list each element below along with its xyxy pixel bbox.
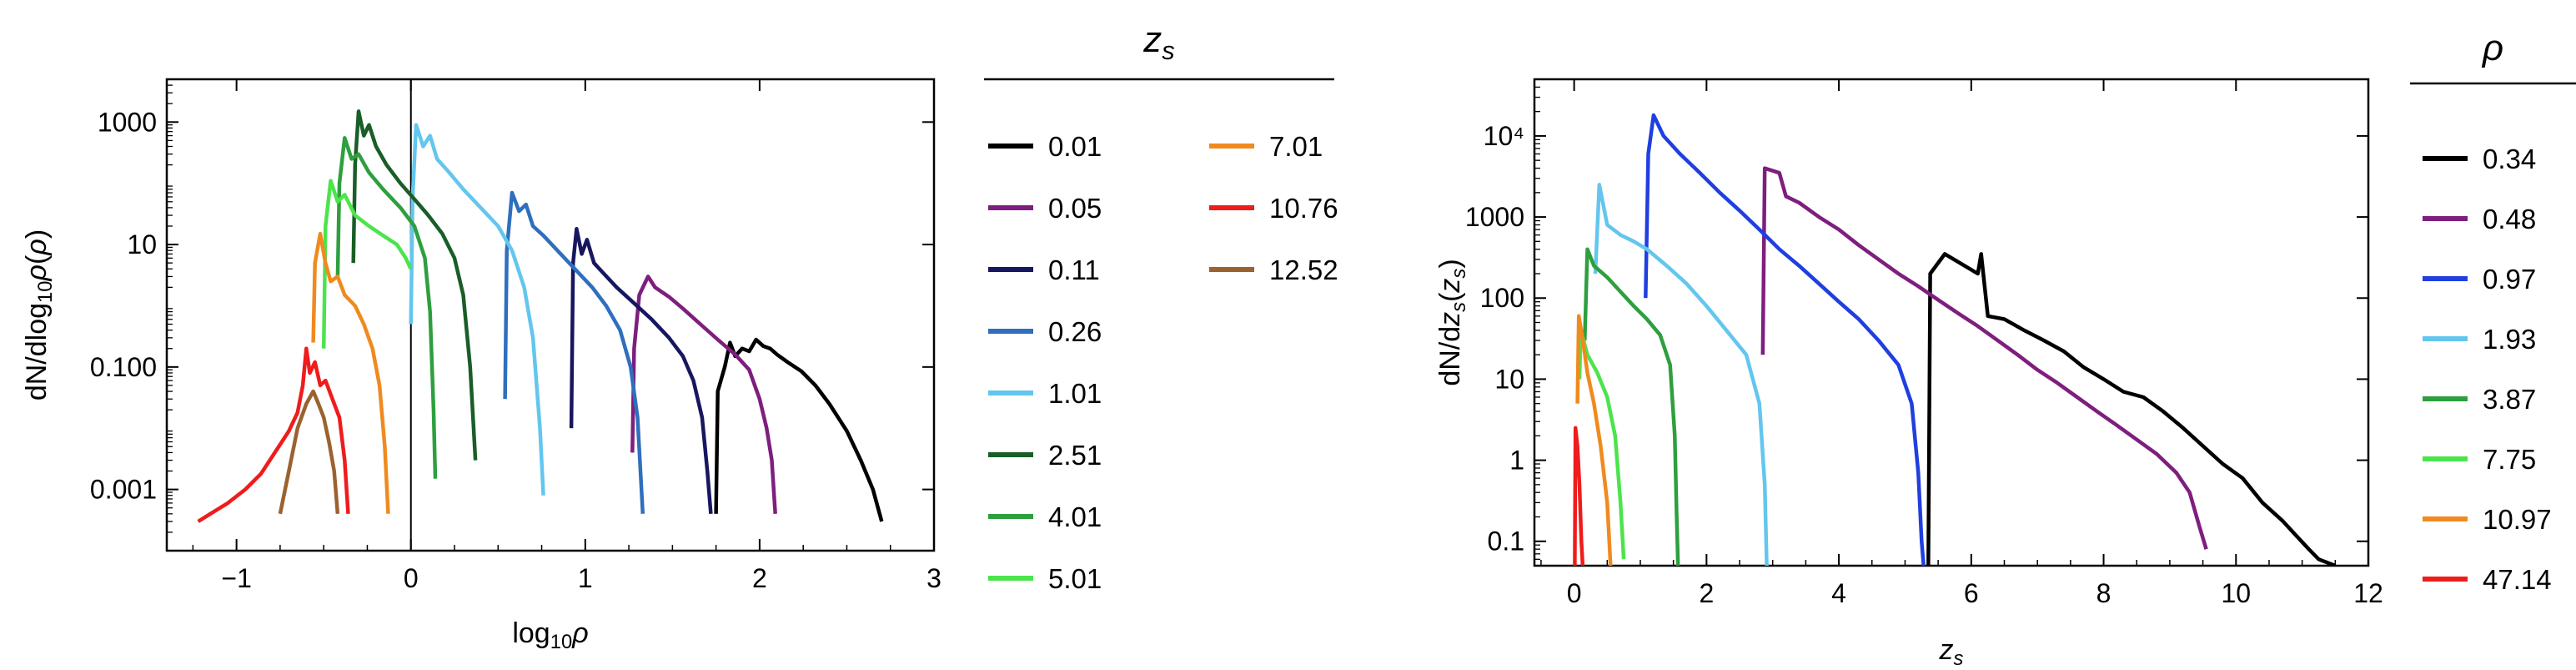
legend-item: 0.11 bbox=[988, 254, 1100, 285]
y-tick-label: 0.100 bbox=[90, 352, 157, 382]
legend-title: zs bbox=[1142, 19, 1174, 65]
x-tick-label: −1 bbox=[221, 563, 251, 593]
legend-item: 12.52 bbox=[1209, 254, 1338, 285]
series-line-12-52 bbox=[278, 389, 340, 515]
legend-item: 7.01 bbox=[1209, 131, 1323, 162]
series-line-0-01 bbox=[714, 337, 884, 522]
legend-item: 0.26 bbox=[988, 316, 1102, 347]
legend-item: 5.01 bbox=[988, 563, 1102, 594]
legend-label: 7.75 bbox=[2483, 444, 2536, 475]
legend-item: 1.01 bbox=[988, 378, 1102, 409]
legend-label: 4.01 bbox=[1048, 501, 1102, 532]
x-axis-label: log10ρ bbox=[512, 617, 588, 653]
series-line-0-05 bbox=[630, 275, 777, 514]
legend-label: 0.48 bbox=[2483, 204, 2536, 234]
series-line-0-11 bbox=[569, 227, 713, 514]
legend-title: ρ bbox=[2481, 28, 2503, 68]
y-axis-label: dN/dzs(zs) bbox=[1434, 259, 1470, 385]
legend-item: 0.34 bbox=[2423, 144, 2536, 174]
x-tick-label: 3 bbox=[926, 563, 942, 593]
legend-item: 47.14 bbox=[2423, 564, 2552, 595]
legend-label: 0.01 bbox=[1048, 131, 1102, 162]
legend-label: 0.05 bbox=[1048, 193, 1102, 224]
legend-item: 1.93 bbox=[2423, 324, 2536, 355]
legend-item: 0.97 bbox=[2423, 264, 2536, 295]
legend-label: 12.52 bbox=[1269, 254, 1338, 285]
legend-label: 2.51 bbox=[1048, 440, 1102, 471]
series-line-5-01 bbox=[321, 179, 413, 349]
left-chart-panel: −1 0 1 2 3 0.001 0.100 10 1000 log10ρ dN/dlog10ρ(ρ… bbox=[21, 19, 1338, 653]
series-line-10-76 bbox=[197, 346, 350, 523]
legend-label: 47.14 bbox=[2483, 564, 2552, 595]
y-axis-label: dN/dlog10ρ(ρ) bbox=[21, 229, 57, 400]
legend-label: 5.01 bbox=[1048, 563, 1102, 594]
legend-label: 10.97 bbox=[2483, 504, 2552, 535]
series-line-0-48 bbox=[1760, 166, 2208, 550]
legend-label: 0.11 bbox=[1048, 254, 1100, 285]
legend-label: 1.93 bbox=[2483, 324, 2536, 355]
x-tick-label: 10 bbox=[2221, 578, 2251, 608]
series-line-1-01 bbox=[409, 123, 545, 496]
legend-item: 10.76 bbox=[1209, 193, 1338, 224]
x-tick-label: 8 bbox=[2096, 578, 2112, 608]
legend-item: 7.75 bbox=[2423, 444, 2536, 475]
legend-item: 2.51 bbox=[988, 440, 1102, 471]
series-line-4-01 bbox=[335, 136, 438, 479]
series-line-47-14 bbox=[1573, 426, 1585, 566]
series-group bbox=[1573, 113, 2337, 566]
plot-frame bbox=[1533, 78, 2370, 567]
legend-label: 3.87 bbox=[2483, 384, 2536, 415]
x-tick-label: 2 bbox=[1699, 578, 1714, 608]
y-tick-label: 1 bbox=[1509, 446, 1524, 476]
x-tick-label: 12 bbox=[2353, 578, 2383, 608]
series-line-0-97 bbox=[1644, 113, 1926, 566]
legend-label: 0.97 bbox=[2483, 264, 2536, 295]
legend-label: 10.76 bbox=[1269, 193, 1338, 224]
series-line-10-97 bbox=[1575, 314, 1613, 566]
x-tick-label: 1 bbox=[578, 563, 593, 593]
y-tick-label: 1000 bbox=[1465, 202, 1524, 232]
x-tick-label: 0 bbox=[404, 563, 419, 593]
plot-frame bbox=[165, 78, 936, 552]
legend-label: 1.01 bbox=[1048, 378, 1102, 409]
x-tick-label: 6 bbox=[1964, 578, 1979, 608]
series-line-3-87 bbox=[1583, 247, 1680, 566]
y-tick-label: 0.001 bbox=[90, 475, 157, 505]
legend-item: 3.87 bbox=[2423, 384, 2536, 415]
series-line-7-01 bbox=[311, 231, 390, 514]
legend-item: 0.01 bbox=[988, 131, 1102, 162]
series-line-0-26 bbox=[503, 190, 645, 514]
legend-item: 0.48 bbox=[2423, 204, 2536, 234]
x-tick-label: 2 bbox=[752, 563, 767, 593]
x-tick-label: 0 bbox=[1567, 578, 1582, 608]
x-tick-label: 4 bbox=[1831, 578, 1846, 608]
x-axis-label: zs bbox=[1939, 634, 1964, 670]
legend-label: 7.01 bbox=[1269, 131, 1323, 162]
series-line-0-34 bbox=[1926, 252, 2337, 566]
legend-label: 0.34 bbox=[2483, 144, 2536, 174]
legend-item: 4.01 bbox=[988, 501, 1102, 532]
y-tick-label: 10⁴ bbox=[1484, 121, 1524, 151]
legend: zs 0.01 0.05 0.11 0.26 1.01 2.51 4.01 5.01 7.01 10… bbox=[984, 19, 1338, 594]
legend-label: 0.26 bbox=[1048, 316, 1102, 347]
legend-item: 0.05 bbox=[988, 193, 1102, 224]
y-tick-label: 10 bbox=[1494, 364, 1524, 394]
legend-item: 10.97 bbox=[2423, 504, 2552, 535]
series-group bbox=[197, 109, 884, 523]
legend: ρ 0.34 0.48 0.97 1.93 3.87 7.75 10.97 47.14 bbox=[2410, 28, 2576, 595]
y-tick-label: 100 bbox=[1480, 283, 1524, 313]
series-line-1-93 bbox=[1593, 183, 1769, 566]
y-tick-label: 0.1 bbox=[1488, 526, 1524, 557]
y-tick-label: 10 bbox=[127, 229, 157, 259]
series-line-2-51 bbox=[351, 109, 478, 461]
y-tick-label: 1000 bbox=[98, 107, 157, 137]
right-chart-panel: 0 2 4 6 8 10 12 0.1 1 10 100 1000 10⁴ zs dN/dzs(zs) ρ 0.… bbox=[1434, 28, 2576, 670]
